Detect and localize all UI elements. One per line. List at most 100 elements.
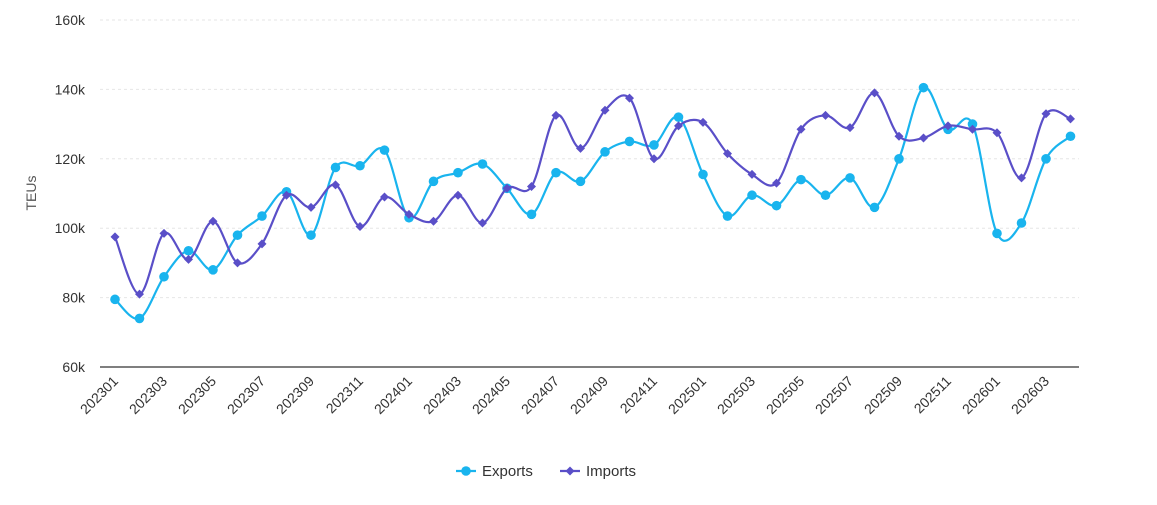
data-point: [380, 192, 389, 202]
x-tick-label: 202501: [665, 373, 709, 417]
data-point: [992, 128, 1002, 138]
data-point: [796, 174, 806, 185]
data-point: [600, 105, 610, 115]
data-point: [551, 167, 561, 178]
y-tick-label: 100k: [55, 220, 86, 236]
series-line: [114, 86, 1072, 320]
series-exports: [110, 82, 1076, 324]
x-axis-ticks: 202301 202303 202305 202307 202309 202311 2024…: [77, 373, 1052, 417]
data-point: [992, 228, 1002, 239]
legend-marker: [565, 466, 575, 476]
data-point: [820, 190, 831, 201]
gridlines: [100, 19, 1079, 299]
x-tick-label: 202505: [763, 373, 807, 417]
data-point: [1017, 173, 1026, 183]
data-point: [306, 202, 316, 212]
data-point: [918, 82, 929, 93]
data-point: [330, 162, 341, 173]
data-point: [919, 133, 928, 143]
data-point: [453, 167, 463, 178]
data-point: [232, 230, 243, 240]
data-point: [526, 209, 537, 220]
data-point: [110, 294, 120, 305]
x-tick-label: 202405: [469, 373, 513, 417]
data-point: [159, 271, 169, 282]
data-point: [134, 313, 145, 324]
data-point: [257, 211, 267, 221]
x-tick-label: 202601: [959, 373, 1003, 417]
data-point: [355, 221, 365, 231]
data-point: [306, 230, 316, 240]
x-tick-label: 202411: [617, 373, 661, 417]
x-tick-label: 202409: [567, 373, 611, 417]
data-point: [1065, 131, 1076, 142]
x-tick-label: 202407: [518, 373, 562, 417]
data-point: [379, 145, 390, 155]
data-point: [257, 239, 267, 249]
data-point: [576, 143, 585, 153]
data-point: [478, 218, 487, 228]
x-tick-label: 202305: [175, 373, 219, 417]
legend-label: Exports: [482, 463, 533, 480]
data-point: [649, 140, 659, 150]
legend-item-exports: Exports: [456, 463, 533, 480]
y-tick-label: 120k: [55, 151, 86, 167]
data-point: [282, 190, 291, 200]
data-point: [208, 216, 218, 226]
data-point: [967, 119, 978, 129]
data-point: [551, 110, 561, 120]
data-point: [428, 176, 439, 187]
data-point: [625, 93, 634, 103]
data-point: [821, 110, 830, 120]
series-imports: [110, 88, 1075, 299]
data-point: [527, 182, 536, 192]
data-point: [624, 136, 635, 147]
data-point: [845, 173, 855, 183]
data-point: [575, 176, 586, 187]
legend-label: Imports: [586, 463, 636, 480]
data-point: [159, 228, 169, 238]
legend-item-imports: Imports: [560, 463, 636, 480]
data-point: [404, 209, 414, 219]
series: [110, 82, 1076, 324]
y-tick-label: 60k: [62, 359, 86, 375]
data-point: [600, 147, 610, 157]
x-tick-label: 202503: [714, 373, 758, 417]
x-tick-label: 202511: [911, 373, 955, 417]
y-axis-ticks: 60k 80k 100k 120k 140k 160k: [55, 12, 86, 375]
x-tick-label: 202401: [371, 373, 415, 417]
data-point: [184, 254, 193, 264]
x-tick-label: 202603: [1008, 373, 1052, 417]
data-point: [747, 169, 757, 179]
data-point: [870, 88, 879, 98]
data-point: [722, 211, 733, 221]
x-tick-label: 202507: [812, 373, 856, 417]
legend: Exports Imports: [456, 463, 636, 480]
data-point: [649, 154, 659, 164]
data-point: [968, 124, 977, 134]
y-axis-title: TEUs: [23, 176, 39, 211]
x-tick-label: 202303: [126, 373, 170, 417]
data-point: [747, 190, 757, 201]
data-point: [135, 289, 144, 299]
data-point: [1016, 218, 1027, 228]
data-point: [698, 117, 708, 127]
data-point: [869, 202, 880, 213]
data-point: [1041, 109, 1051, 119]
data-point: [233, 258, 242, 268]
x-tick-label: 202301: [77, 373, 121, 417]
y-tick-label: 80k: [62, 290, 86, 306]
data-point: [502, 183, 512, 193]
data-point: [453, 190, 463, 200]
data-point: [208, 265, 218, 275]
x-tick-label: 202509: [861, 373, 905, 417]
legend-marker: [461, 466, 471, 476]
x-tick-label: 202311: [323, 373, 367, 417]
data-point: [698, 169, 708, 180]
series-line: [113, 91, 1071, 296]
data-point: [771, 200, 782, 211]
data-point: [894, 131, 904, 141]
data-point: [943, 121, 953, 131]
x-tick-label: 202307: [224, 373, 268, 417]
